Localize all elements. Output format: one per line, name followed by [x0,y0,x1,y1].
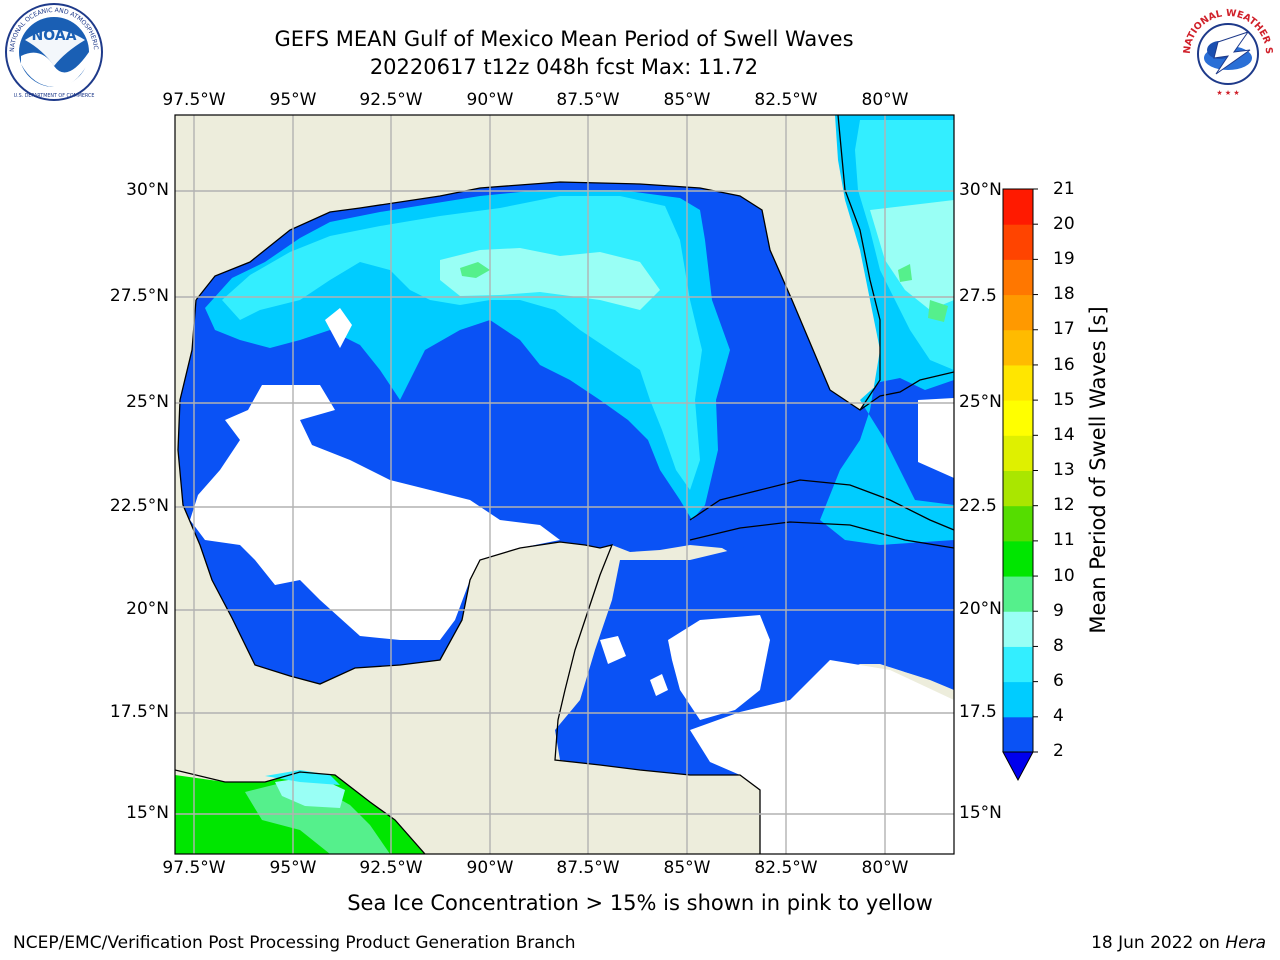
colorbar-tick-label: 16 [1053,355,1075,375]
map-title: GEFS MEAN Gulf of Mexico Mean Period of … [274,27,854,51]
colorbar-segments [1003,189,1033,753]
colorbar-segment [1003,400,1033,436]
colorbar-segment [1003,329,1033,366]
lon-label-bottom: 85°W [663,858,711,878]
colorbar-segment [1003,540,1033,577]
lon-label-top: 97.5°W [162,90,226,110]
colorbar-segment [1003,716,1033,753]
no-swell-western-gulf [190,385,560,640]
date-stamp: 18 Jun 2022 on Hera [1091,933,1266,953]
colorbar-tick-label: 14 [1053,425,1075,445]
host-name: Hera [1225,933,1266,953]
noaa-bottom-text: U.S. DEPARTMENT OF COMMERCE [14,93,95,99]
map-frame [174,114,955,855]
colorbar-segment [1003,646,1033,683]
date-text: 18 Jun 2022 on [1091,933,1220,953]
colorbar-label: Mean Period of Swell Waves [s] [1086,306,1110,634]
lon-label-top: 82.5°W [754,90,818,110]
colorbar-tick-label: 19 [1053,249,1075,269]
colorbar-segment [1003,611,1033,647]
lat-label-right: 17.5 [959,702,997,722]
lat-label-right: 15°N [959,803,1002,823]
map-plot-area [175,115,954,854]
lat-label-left: 15°N [126,803,169,823]
colorbar-tick-label: 2 [1053,741,1064,761]
colorbar-tick-label: 11 [1053,530,1075,550]
gulf-swell-9-10s-patch [460,262,490,278]
lat-label-right: 22.5 [959,496,997,516]
lon-label-bottom: 95°W [269,858,317,878]
nws-logo: NATIONAL WEATHER SERVICE ★ ★ ★ [1178,2,1276,100]
lon-label-bottom: 90°W [466,858,514,878]
lon-label-bottom: 80°W [861,858,909,878]
colorbar-tick-label: 17 [1053,319,1075,339]
lon-label-bottom: 82.5°W [754,858,818,878]
colorbar-tick-label: 20 [1053,214,1075,234]
colorbar-tick-label: 21 [1053,179,1075,199]
lat-label-left: 25°N [126,392,169,412]
colorbar-tick-marks [1033,188,1038,753]
colorbar-under-arrow [1002,751,1034,782]
lon-label-top: 90°W [466,90,514,110]
lon-label-bottom: 87.5°W [556,858,620,878]
atlantic-swell-9-10s [898,264,948,322]
colorbar-tick-label: 9 [1053,601,1064,621]
colorbar-tick-label: 15 [1053,390,1075,410]
colorbar-segment [1003,470,1033,507]
colorbar-segment [1003,224,1033,260]
colorbar-tick-label: 4 [1053,706,1064,726]
colorbar-tick-label: 18 [1053,284,1075,304]
colorbar-tick-label: 13 [1053,460,1075,480]
noaa-logo: NATIONAL OCEANIC AND ATMOSPHERIC ADMINIS… [3,2,103,101]
colorbar-segment [1003,505,1033,542]
credit-text: NCEP/EMC/Verification Post Processing Pr… [13,933,576,953]
lon-label-top: 85°W [663,90,711,110]
lon-label-bottom: 97.5°W [162,858,226,878]
colorbar-segment [1003,435,1033,471]
colorbar-segment [1003,364,1033,401]
colorbar-tick-label: 6 [1053,671,1064,691]
lon-label-top: 92.5°W [359,90,423,110]
lat-label-right: 30°N [959,180,1002,200]
graticule [175,115,954,854]
lat-label-right: 27.5 [959,286,997,306]
colorbar-tick-label: 8 [1053,636,1064,656]
lat-label-left: 20°N [126,599,169,619]
lon-label-top: 87.5°W [556,90,620,110]
colorbar-tick-label: 12 [1053,495,1075,515]
lon-label-bottom: 92.5°W [359,858,423,878]
pacific-swell-9-10s [245,782,390,854]
lat-label-left: 17.5°N [109,702,169,722]
atlantic-swell-8-9s [870,200,954,310]
no-swell-caribbean-1 [668,615,770,720]
colorbar-segment [1003,189,1033,225]
svg-text:★ ★ ★: ★ ★ ★ [1216,89,1239,97]
no-swell-caribbean-2 [690,660,954,854]
coastlines [175,115,954,854]
colorbar-segment [1003,681,1033,718]
colorbar-segment [1003,259,1033,296]
gulf-swell-8-9s [440,248,660,310]
lon-label-top: 80°W [861,90,909,110]
noaa-logo-text: NOAA [32,28,77,44]
lat-label-right: 25°N [959,392,1002,412]
lat-label-left: 27.5°N [109,286,169,306]
colorbar-segment [1003,576,1033,612]
sea-ice-note: Sea Ice Concentration > 15% is shown in … [347,891,933,915]
colorbar-tick-label: 10 [1053,566,1075,586]
map-subtitle: 20220617 t12z 048h fcst Max: 11.72 [369,55,759,79]
lon-label-top: 95°W [269,90,317,110]
lat-label-left: 22.5°N [109,496,169,516]
colorbar [1002,188,1038,782]
lat-label-right: 20°N [959,599,1002,619]
lat-label-left: 30°N [126,180,169,200]
colorbar-segment [1003,294,1033,331]
